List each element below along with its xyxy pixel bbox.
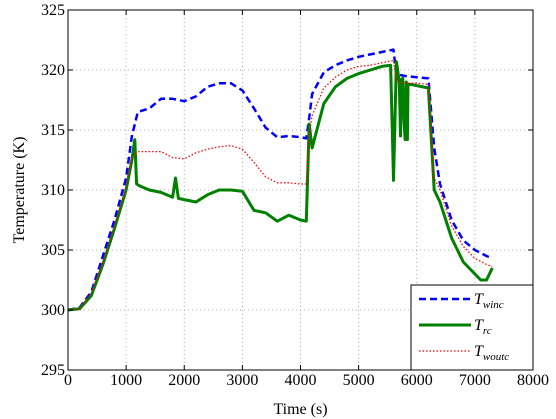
series-line-rc <box>67 60 494 312</box>
x-tick-label: 4000 <box>285 372 317 389</box>
y-tick-label: 325 <box>41 2 65 19</box>
y-tick-label: 310 <box>41 182 65 199</box>
series-line-winc <box>67 48 493 312</box>
x-tick-label: 3000 <box>226 372 258 389</box>
y-tick-label: 315 <box>41 122 65 139</box>
series-lines <box>67 48 494 312</box>
x-tick-label: 1000 <box>110 372 142 389</box>
y-tick-label: 305 <box>41 242 65 259</box>
x-tick-label: 5000 <box>343 372 375 389</box>
y-tick-label: 300 <box>41 302 65 319</box>
y-axis-label: Temperature (K) <box>11 137 28 244</box>
y-tick-label: 320 <box>41 62 65 79</box>
x-tick-label: 6000 <box>401 372 433 389</box>
axis-ticks: 0 1000 2000 3000 4000 5000 6000 7000 8000 295 300 3… <box>41 2 549 389</box>
x-axis-label: Time (s) <box>273 401 327 418</box>
legend-box <box>410 284 534 371</box>
x-tick-label: 8000 <box>517 372 549 389</box>
series-line-woutc <box>67 59 493 311</box>
x-tick-label: 7000 <box>459 372 491 389</box>
x-tick-label: 0 <box>64 372 72 389</box>
x-tick-label: 2000 <box>168 372 200 389</box>
y-tick-label: 295 <box>41 362 65 379</box>
